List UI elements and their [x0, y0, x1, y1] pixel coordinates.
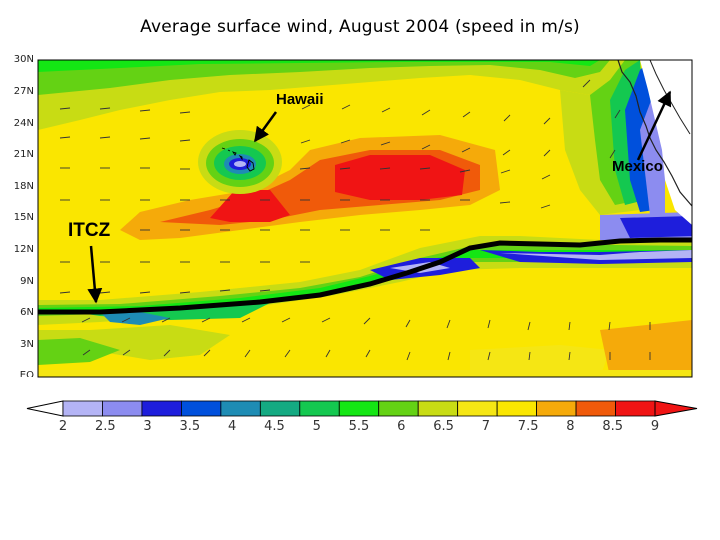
wind-speed-contours — [38, 60, 692, 377]
colorbar-tick-label: 3 — [143, 419, 152, 434]
colorbar-swatch — [496, 400, 537, 417]
colorbar-swatch — [575, 400, 616, 417]
colorbar-tick-label: 7 — [481, 419, 490, 434]
colorbar-under-triangle — [26, 400, 64, 417]
colorbar-swatch — [457, 400, 498, 417]
colorbar-swatch — [338, 400, 380, 417]
coastline — [617, 59, 693, 207]
colorbar-swatch — [259, 400, 301, 417]
colorbar-tick-label: 8 — [566, 419, 575, 434]
colorbar-tick-label: 6 — [397, 419, 406, 434]
lat-label-15n: 15N — [13, 212, 34, 223]
itcz-line — [38, 237, 692, 315]
mexico-label: Mexico — [612, 158, 663, 175]
colorbar — [26, 400, 698, 417]
colorbar-tick-label: 2.5 — [94, 419, 116, 434]
lat-label-30n: 30N — [13, 54, 34, 65]
mexico-arrow — [636, 90, 672, 161]
colorbar-tick-label: 9 — [650, 419, 660, 434]
colorbar-tick-label: 3.5 — [179, 419, 201, 434]
colorbar-swatch — [220, 400, 261, 417]
colorbar-tick-label: 5.5 — [348, 419, 370, 434]
lat-label-21n: 21N — [13, 149, 34, 160]
colorbar-swatch — [62, 400, 103, 417]
hawaii-islands — [221, 147, 255, 172]
hawaii-label: Hawaii — [276, 91, 324, 108]
map-frame — [37, 59, 693, 378]
colorbar-tick-label: 6.5 — [433, 419, 454, 434]
figure-title: Average surface wind, August 2004 (speed… — [140, 17, 580, 37]
itcz-arrow — [87, 245, 103, 304]
hawaii-arrow — [253, 111, 278, 143]
colorbar-over-triangle — [654, 400, 698, 417]
colorbar-swatch — [299, 400, 340, 417]
lat-label-3n: 3N — [20, 339, 34, 350]
colorbar-swatch — [615, 400, 656, 417]
lat-label-6n: 6N — [20, 307, 34, 318]
colorbar-swatch — [180, 400, 222, 417]
colorbar-tick-label: 4 — [228, 419, 237, 434]
colorbar-tick-label: 7.5 — [517, 419, 539, 434]
itcz-label: ITCZ — [68, 220, 111, 241]
colorbar-tick-label: 2 — [58, 419, 68, 434]
lat-label-12n: 12N — [13, 244, 34, 255]
lat-label-18n: 18N — [13, 181, 34, 192]
colorbar-tick-label: 8.5 — [602, 419, 624, 434]
colorbar-swatch — [417, 400, 459, 417]
colorbar-swatch — [536, 400, 577, 417]
lat-label-9n: 9N — [20, 276, 34, 287]
colorbar-swatch — [102, 400, 143, 417]
lat-label-24n: 24N — [13, 118, 34, 129]
colorbar-tick-label: 4.5 — [264, 419, 285, 434]
colorbar-swatch — [141, 400, 182, 417]
colorbar-swatch — [378, 400, 419, 417]
lat-label-27n: 27N — [13, 86, 34, 97]
wind-vector-arrows — [59, 79, 651, 361]
colorbar-tick-label: 5 — [312, 419, 321, 434]
lat-label-eq: EQ — [19, 370, 34, 377]
